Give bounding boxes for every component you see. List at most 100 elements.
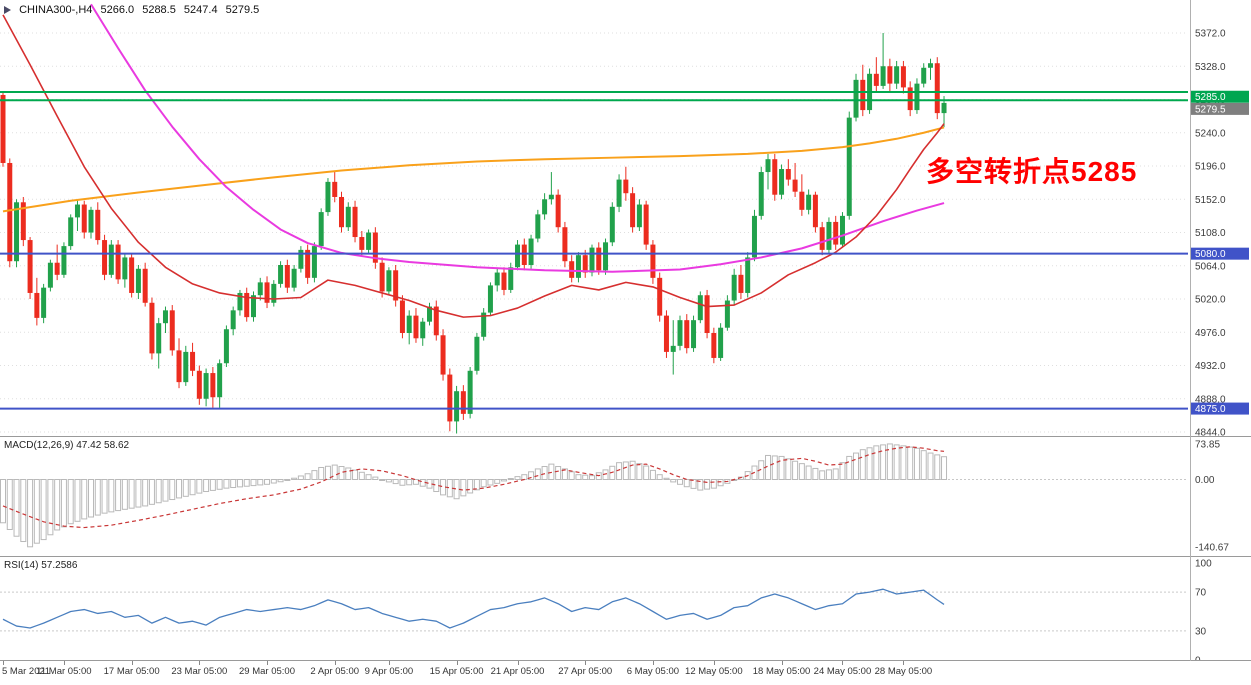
macd-bar — [27, 479, 34, 548]
macd-bar — [846, 455, 853, 480]
ma_magenta-moving-average-line[interactable] — [90, 3, 945, 273]
candle-body — [223, 329, 229, 364]
candle-body — [372, 232, 378, 263]
candle-body — [914, 83, 920, 111]
time-label: 12 May 05:00 — [685, 666, 743, 677]
time-tick — [585, 661, 587, 665]
candle-body — [812, 194, 818, 228]
macd-bar — [839, 462, 846, 480]
candle-body — [494, 272, 500, 286]
candle-body — [122, 257, 128, 280]
panel-separator[interactable] — [0, 436, 1251, 437]
candle-body — [149, 302, 155, 354]
time-label: 2 Apr 05:00 — [310, 666, 360, 677]
time-label: 6 May 05:00 — [626, 666, 680, 677]
candle-body — [474, 336, 480, 371]
macd-bar — [440, 479, 447, 496]
macd-bar — [20, 479, 27, 543]
time-axis[interactable]: 5 Mar 2021 11 Mar 05:00 17 Mar 05:00 23 Mar… — [0, 661, 1251, 685]
macd-axis-label: 0.00 — [1195, 475, 1215, 486]
candle-body — [305, 249, 311, 278]
macd-bar — [304, 473, 311, 481]
candle-body — [697, 295, 703, 321]
macd-bar — [568, 471, 575, 481]
candle-body — [250, 295, 256, 318]
macd-bar — [297, 475, 304, 480]
candle-body — [670, 345, 676, 352]
rsi-panel[interactable]: 100 70 30 0 — [0, 557, 1251, 661]
macd-bar — [785, 458, 792, 480]
panel-separator[interactable] — [0, 556, 1251, 557]
candle-body — [481, 312, 487, 337]
macd-bar — [264, 479, 271, 485]
candle-body — [20, 202, 26, 241]
candle-body — [515, 244, 521, 268]
macd-bar — [121, 479, 128, 510]
candle-body — [257, 282, 263, 296]
macd-bar — [514, 476, 521, 481]
macd-indicator-label: MACD(12,26,9) 47.42 58.62 — [4, 440, 130, 451]
candle-body — [508, 267, 514, 290]
candle-body — [74, 204, 80, 218]
macd-panel[interactable]: 73.85 0.00 -140.67 — [0, 437, 1251, 556]
price-axis-label: 5372.0 — [1195, 29, 1226, 40]
macd-bar — [853, 452, 860, 480]
macd-bar — [704, 479, 711, 490]
price-axis-label: 4932.0 — [1195, 361, 1226, 372]
candle-body — [68, 217, 74, 247]
macd-bar — [358, 471, 365, 480]
macd-bar — [480, 479, 487, 488]
candle-body — [806, 194, 812, 210]
macd-bar — [142, 479, 149, 507]
candle-body — [765, 159, 771, 173]
candle-body — [102, 240, 108, 275]
price-chart-panel[interactable]: 5372.05328.05284.05240.05196.05152.05108… — [0, 0, 1251, 437]
macd-bar — [311, 470, 318, 480]
candle-body — [190, 351, 196, 371]
candle-body — [630, 193, 636, 228]
macd-bar — [162, 479, 169, 502]
symbol-period-label: CHINA300-,H4 — [19, 4, 93, 16]
rsi-axis-label: 30 — [1195, 626, 1207, 637]
candle-body — [311, 246, 317, 278]
time-tick — [652, 661, 654, 665]
macd-bar — [616, 462, 623, 480]
macd-bar — [819, 470, 826, 480]
time-label: 24 May 05:00 — [813, 666, 872, 677]
macd-bar — [859, 449, 866, 480]
macd-bar — [541, 466, 548, 480]
candle-body — [108, 244, 114, 275]
candle-body — [751, 215, 757, 258]
candle-body — [596, 247, 602, 271]
candle-body — [135, 268, 141, 293]
rsi-axis-label: 100 — [1195, 559, 1212, 570]
macd-bar — [880, 444, 887, 481]
candle-body — [54, 262, 60, 275]
candle-body — [34, 292, 40, 318]
candle-body — [839, 215, 845, 245]
price-axis-separator — [1190, 0, 1191, 661]
time-tick — [334, 661, 336, 665]
macd-bar — [602, 469, 609, 480]
ma_red-moving-average-line[interactable] — [2, 14, 945, 318]
macd-bar — [67, 479, 74, 525]
candle-body — [264, 282, 270, 303]
macd-bar — [47, 479, 54, 536]
candle-body — [785, 169, 791, 180]
macd-bar — [446, 479, 453, 498]
ma_orange-moving-average-line[interactable] — [2, 126, 945, 213]
chart-symbol-icon — [4, 6, 11, 15]
macd-bar — [209, 479, 216, 491]
price-badge-value: 4875.0 — [1195, 404, 1226, 415]
candle-body — [684, 320, 690, 349]
candle-body — [860, 79, 866, 111]
macd-bar — [534, 468, 541, 480]
price-badge — [1191, 102, 1249, 115]
macd-bar — [216, 479, 223, 490]
macd-bar — [941, 456, 948, 480]
time-tick — [131, 661, 133, 665]
candle-body — [467, 370, 473, 414]
candle-body — [196, 370, 202, 399]
macd-bar — [250, 479, 257, 487]
macd-bar — [6, 479, 13, 530]
